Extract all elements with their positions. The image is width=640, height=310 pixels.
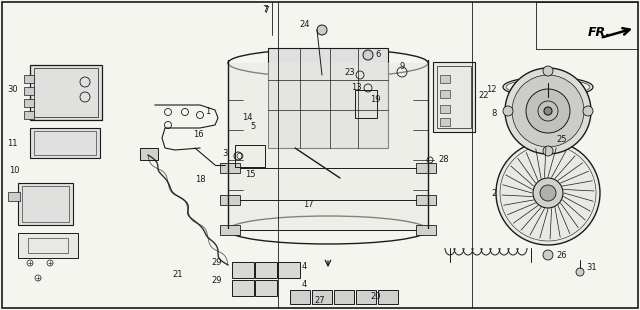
- Text: 27: 27: [315, 296, 325, 305]
- Circle shape: [544, 137, 552, 145]
- Circle shape: [496, 141, 600, 245]
- Circle shape: [544, 107, 552, 115]
- Text: 13: 13: [351, 83, 362, 92]
- Circle shape: [576, 268, 584, 276]
- Bar: [290, 290, 310, 304]
- Text: 19: 19: [370, 95, 381, 104]
- Text: 8: 8: [492, 108, 497, 117]
- Bar: [440, 118, 450, 126]
- Text: 10: 10: [9, 166, 19, 175]
- Circle shape: [363, 50, 373, 60]
- Text: 22: 22: [478, 91, 488, 100]
- Text: 29: 29: [211, 258, 222, 267]
- Bar: [437, 66, 471, 128]
- Bar: [255, 262, 277, 278]
- Text: 25: 25: [556, 135, 566, 144]
- Circle shape: [533, 178, 563, 208]
- Bar: [140, 148, 158, 160]
- Bar: [268, 48, 388, 148]
- Text: 1: 1: [205, 107, 211, 116]
- Text: 5: 5: [250, 122, 255, 131]
- Text: 29: 29: [211, 276, 222, 285]
- Bar: [433, 62, 475, 132]
- Bar: [18, 183, 73, 225]
- Text: 26: 26: [556, 250, 566, 259]
- Bar: [416, 195, 436, 205]
- Circle shape: [526, 89, 570, 133]
- Bar: [440, 90, 450, 98]
- Bar: [24, 111, 34, 119]
- Bar: [34, 68, 98, 117]
- Bar: [220, 163, 240, 173]
- Bar: [334, 290, 354, 304]
- Bar: [232, 262, 254, 278]
- Text: 16: 16: [193, 130, 204, 139]
- Text: 11: 11: [8, 139, 18, 148]
- Bar: [30, 65, 102, 120]
- Bar: [18, 233, 78, 258]
- Text: 23: 23: [344, 68, 355, 77]
- Text: 9: 9: [399, 62, 404, 71]
- Bar: [30, 128, 100, 158]
- Circle shape: [512, 75, 584, 147]
- Text: 4: 4: [302, 262, 307, 271]
- Circle shape: [503, 106, 513, 116]
- Bar: [378, 290, 398, 304]
- Text: 7: 7: [262, 5, 268, 14]
- Text: 12: 12: [486, 85, 497, 94]
- Text: 21: 21: [173, 270, 183, 279]
- Bar: [24, 99, 34, 107]
- Text: 2: 2: [492, 188, 497, 197]
- Bar: [232, 280, 254, 296]
- Circle shape: [543, 146, 553, 156]
- Bar: [278, 262, 300, 278]
- Text: 30: 30: [8, 86, 18, 95]
- Circle shape: [540, 185, 556, 201]
- Bar: [235, 145, 265, 167]
- Text: 31: 31: [586, 264, 596, 272]
- Circle shape: [543, 66, 553, 76]
- Circle shape: [543, 250, 553, 260]
- Bar: [8, 192, 20, 201]
- Text: 15: 15: [244, 170, 255, 179]
- Bar: [34, 131, 96, 155]
- Text: FR.: FR.: [588, 26, 611, 39]
- Text: 4: 4: [302, 280, 307, 289]
- Text: 7: 7: [263, 6, 269, 15]
- Bar: [24, 75, 34, 83]
- Text: 6: 6: [375, 50, 380, 59]
- Circle shape: [583, 106, 593, 116]
- Text: 24: 24: [300, 20, 310, 29]
- Bar: [312, 290, 332, 304]
- Bar: [24, 87, 34, 95]
- Bar: [356, 290, 376, 304]
- Bar: [255, 280, 277, 296]
- Circle shape: [505, 68, 591, 154]
- Text: 20: 20: [370, 292, 381, 301]
- Bar: [220, 225, 240, 235]
- Bar: [22, 186, 69, 222]
- Text: 28: 28: [438, 156, 449, 165]
- Bar: [355, 90, 377, 118]
- Text: 18: 18: [195, 175, 205, 184]
- Circle shape: [317, 25, 327, 35]
- Bar: [416, 163, 436, 173]
- Text: 17: 17: [303, 200, 314, 209]
- Bar: [440, 105, 450, 113]
- Text: 14: 14: [242, 113, 253, 122]
- Bar: [440, 75, 450, 83]
- Bar: [416, 225, 436, 235]
- Text: 3: 3: [223, 149, 228, 158]
- Bar: [28, 238, 68, 253]
- Bar: [220, 195, 240, 205]
